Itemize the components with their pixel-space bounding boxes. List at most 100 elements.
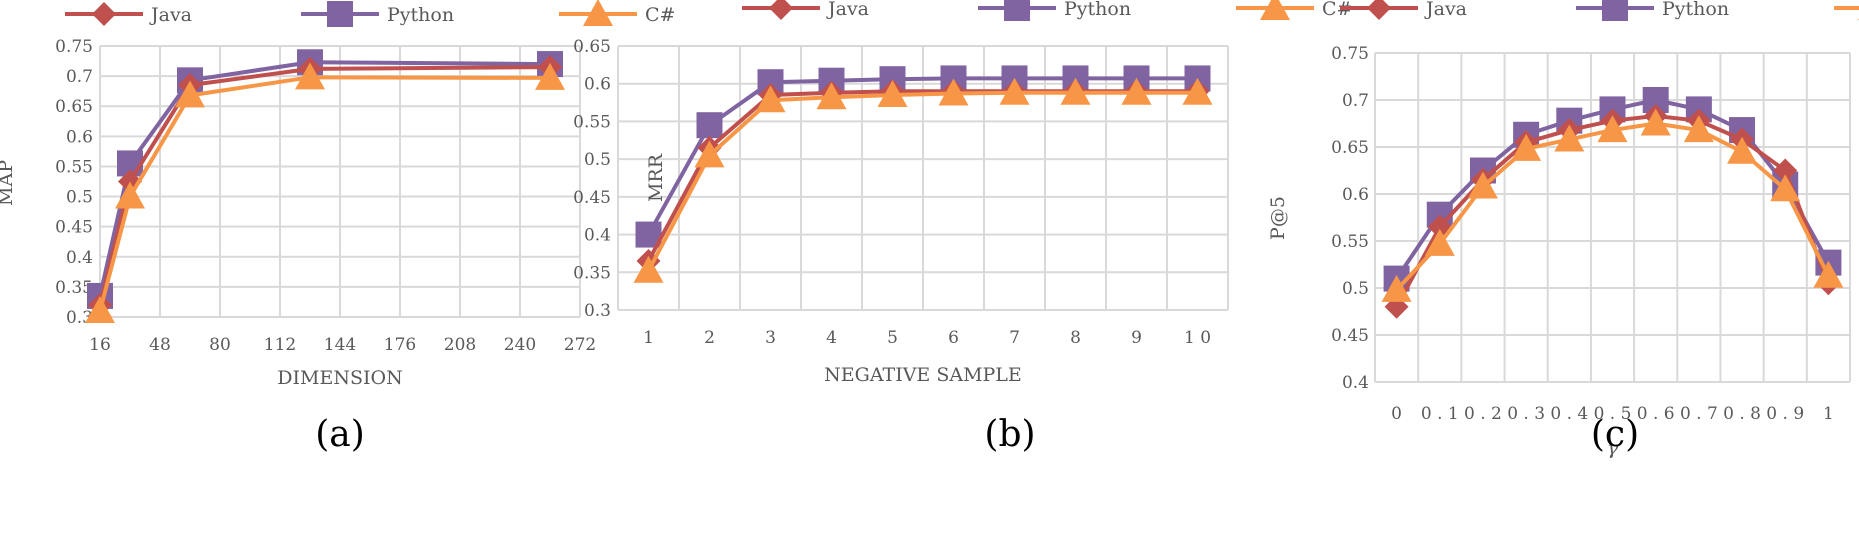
legend-item-java: Java — [1340, 0, 1467, 20]
x-tick-label: 0 . 9 — [1766, 404, 1804, 424]
data-point-csharp — [1121, 77, 1152, 105]
y-tick-label: 0.5 — [584, 150, 611, 170]
chart-panel-a: 0.3 0.35 0.4 0.45 0.5 0.55 0.6 0.65 0.7 0.75 16 48 8… — [0, 0, 675, 455]
y-tick-label: 0.65 — [573, 37, 611, 57]
data-point-csharp — [175, 80, 205, 108]
legend-marker-csharp — [1260, 0, 1290, 20]
x-tick-label: 8 — [1070, 328, 1081, 348]
x-tick-label: 1 — [643, 328, 654, 348]
x-tick-label: 9 — [1131, 328, 1142, 348]
x-tick-label: 0 . 5 — [1594, 404, 1632, 424]
series-csharp — [633, 77, 1213, 283]
x-tick-label: 2 — [704, 328, 715, 348]
legend-label: Python — [387, 4, 454, 26]
data-point-csharp — [1554, 124, 1585, 152]
x-axis-title: DIMENSION — [277, 367, 402, 389]
data-point-csharp — [295, 62, 325, 90]
y-tick-label: 0.3 — [66, 308, 93, 328]
y-tick-label: 0.35 — [573, 263, 611, 283]
y-tick-label: 0.7 — [66, 67, 93, 87]
y-axis-title: P@5 — [1267, 196, 1289, 240]
y-tick-label: 0.35 — [55, 278, 93, 298]
legend-marker-csharp — [583, 0, 613, 26]
y-tick-label: 0.4 — [584, 226, 611, 246]
x-tick-label: 0 . 6 — [1637, 404, 1675, 424]
x-tick-label: 0 . 7 — [1680, 404, 1718, 424]
data-point-csharp — [999, 77, 1030, 105]
legend-label: Java — [149, 4, 192, 26]
legend: Java Python C# — [742, 0, 1352, 21]
data-point-java — [1773, 158, 1798, 183]
y-tick-label: 0.65 — [55, 97, 93, 117]
y-tick-label: 0.55 — [55, 157, 93, 177]
data-point-csharp — [115, 181, 145, 209]
y-tick-label: 0.6 — [584, 75, 611, 95]
data-point-csharp — [1182, 77, 1213, 105]
series-csharp — [1381, 108, 1844, 302]
data-point-csharp — [1770, 174, 1801, 202]
y-tick-label: 0.45 — [573, 188, 611, 208]
legend: Java Python C# — [65, 0, 675, 27]
legend-marker-python — [1602, 0, 1628, 21]
data-point-csharp — [938, 78, 969, 106]
x-tick-label: 48 — [149, 335, 171, 355]
legend-label: Java — [826, 0, 869, 20]
data-point-csharp — [633, 255, 664, 283]
x-tick-label: 16 — [89, 335, 111, 355]
legend-marker-python — [1004, 0, 1030, 21]
data-point-csharp — [535, 62, 565, 90]
x-tick-label: 272 — [564, 335, 596, 355]
legend-label: Java — [1424, 0, 1467, 20]
y-tick-label: 0.4 — [66, 248, 93, 268]
legend-label: C# — [1322, 0, 1352, 20]
legend-marker-java — [92, 2, 116, 26]
y-tick-label: 0.75 — [1331, 44, 1369, 64]
series-line-java — [98, 65, 551, 306]
series-line-csharp — [646, 90, 1198, 272]
data-point-csharp — [1467, 171, 1498, 199]
x-tick-label: 240 — [504, 335, 536, 355]
series-python — [87, 49, 563, 309]
series-csharp — [85, 62, 565, 323]
y-tick-label: 0.4 — [1342, 373, 1369, 393]
data-point-csharp — [1640, 108, 1671, 136]
x-axis-title: NEGATIVE SAMPLE — [824, 364, 1022, 386]
x-tick-label: 3 — [765, 328, 776, 348]
y-tick-label: 0.45 — [1331, 326, 1369, 346]
y-tick-label: 0.5 — [1342, 279, 1369, 299]
legend-item-java: Java — [742, 0, 869, 20]
x-tick-label: 5 — [887, 328, 898, 348]
x-tick-label: 80 — [209, 335, 231, 355]
y-tick-label: 0.7 — [1342, 91, 1369, 111]
legend-label: C# — [645, 4, 675, 26]
legend-item-csharp: C# — [559, 0, 675, 26]
x-tick-label: 0 . 3 — [1507, 404, 1545, 424]
data-point-csharp — [755, 85, 786, 113]
y-tick-label: 0.5 — [66, 188, 93, 208]
y-tick-label: 0.55 — [1331, 232, 1369, 252]
x-tick-label: 176 — [384, 335, 416, 355]
y-tick-label: 0.65 — [1331, 138, 1369, 158]
y-tick-label: 0.6 — [66, 127, 93, 147]
x-tick-label: 112 — [264, 335, 296, 355]
legend-label: Python — [1064, 0, 1131, 20]
y-axis-title: MRR — [645, 153, 667, 202]
legend-item-csharp: C# — [1236, 0, 1352, 20]
data-point-csharp — [1424, 228, 1455, 256]
data-point-csharp — [1597, 115, 1628, 143]
x-tick-label: 208 — [444, 335, 476, 355]
data-point-csharp — [1813, 260, 1844, 288]
legend-item-python: Python — [978, 0, 1131, 21]
panel-caption: (c) — [1591, 414, 1639, 455]
data-point-csharp — [877, 80, 908, 108]
legend-marker-java — [769, 0, 793, 20]
x-tick-label: 1 0 — [1184, 328, 1211, 348]
y-tick-label: 0.55 — [573, 112, 611, 132]
y-tick-label: 0.3 — [584, 301, 611, 321]
x-tick-label: 1 — [1823, 404, 1834, 424]
legend-marker-java — [1367, 0, 1391, 20]
x-tick-label: 0 . 2 — [1464, 404, 1502, 424]
series-line-python — [646, 76, 1198, 236]
